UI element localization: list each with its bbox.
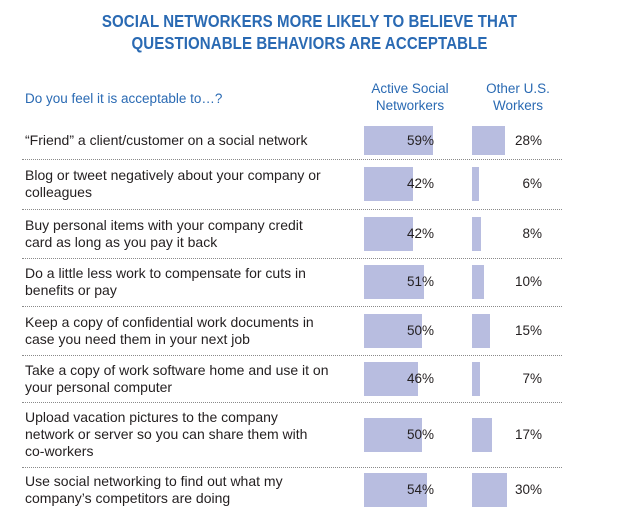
series-header-other-us-workers: Other U.S. Workers	[486, 81, 550, 113]
data-label-other-us-workers: 10%	[514, 274, 542, 289]
category-label-line: benefits or pay	[25, 282, 117, 298]
bar-other-us-workers	[472, 217, 481, 251]
category-label: “Friend” a client/customer on a social n…	[25, 132, 355, 149]
question-header: Do you feel it is acceptable to…?	[25, 91, 223, 106]
series-header-active-social-networkers: Active Social Networkers	[371, 81, 449, 113]
bar-other-us-workers	[472, 473, 507, 507]
data-label-other-us-workers: 30%	[514, 482, 542, 497]
row-separator	[22, 306, 562, 307]
bar-other-us-workers	[472, 418, 492, 452]
bar-other-us-workers	[472, 126, 505, 155]
row-separator	[22, 159, 562, 160]
data-label-other-us-workers: 6%	[522, 176, 542, 191]
bar-active-social-networkers	[364, 126, 433, 155]
category-label-line: colleagues	[25, 184, 92, 200]
bar-active-social-networkers	[364, 362, 418, 396]
category-label-line: Do a little less work to compensate for …	[25, 265, 306, 281]
category-label-line: network or server so you can share them …	[25, 426, 308, 442]
row-separator	[22, 402, 562, 403]
data-label-other-us-workers: 15%	[514, 323, 542, 338]
category-label: Keep a copy of confidential work documen…	[25, 314, 355, 348]
bar-active-social-networkers	[364, 314, 422, 348]
data-label-active-social-networkers: 54%	[406, 482, 434, 497]
category-label-line: Keep a copy of confidential work documen…	[25, 314, 314, 330]
chart-title: SOCIAL NETWORKERS MORE LIKELY TO BELIEVE…	[101, 11, 518, 53]
category-label-line: Take a copy of work software home and us…	[25, 362, 329, 378]
row-separator	[22, 258, 562, 259]
row-separator	[22, 467, 562, 468]
category-label-line: Buy personal items with your company cre…	[25, 217, 303, 233]
category-label: Do a little less work to compensate for …	[25, 265, 355, 299]
category-label-line: company’s competitors are doing	[25, 490, 231, 506]
data-label-active-social-networkers: 42%	[406, 226, 434, 241]
category-label: Buy personal items with your company cre…	[25, 217, 355, 251]
row-separator	[22, 209, 562, 210]
bar-other-us-workers	[472, 167, 479, 201]
data-label-other-us-workers: 7%	[522, 371, 542, 386]
category-label-line: Upload vacation pictures to the company	[25, 409, 278, 425]
data-label-active-social-networkers: 42%	[406, 176, 434, 191]
category-label-line: co-workers	[25, 443, 94, 459]
row-separator	[22, 355, 562, 356]
bar-active-social-networkers	[364, 473, 427, 507]
category-label-line: “Friend” a client/customer on a social n…	[25, 132, 308, 148]
data-label-other-us-workers: 8%	[522, 226, 542, 241]
bar-other-us-workers	[472, 362, 480, 396]
bar-other-us-workers	[472, 265, 484, 299]
data-label-other-us-workers: 28%	[514, 133, 542, 148]
data-label-active-social-networkers: 51%	[406, 274, 434, 289]
data-label-active-social-networkers: 50%	[406, 427, 434, 442]
category-label-line: case you need them in your next job	[25, 331, 250, 347]
category-label: Blog or tweet negatively about your comp…	[25, 167, 355, 201]
bar-active-social-networkers	[364, 217, 413, 251]
bar-active-social-networkers	[364, 167, 413, 201]
category-label-line: Blog or tweet negatively about your comp…	[25, 167, 321, 183]
category-label-line: Use social networking to find out what m…	[25, 473, 283, 489]
data-label-active-social-networkers: 46%	[406, 371, 434, 386]
data-label-active-social-networkers: 50%	[406, 323, 434, 338]
category-label: Take a copy of work software home and us…	[25, 362, 355, 396]
category-label-line: card as long as you pay it back	[25, 234, 218, 250]
bar-other-us-workers	[472, 314, 490, 348]
data-label-other-us-workers: 17%	[514, 427, 542, 442]
bar-active-social-networkers	[364, 418, 422, 452]
data-label-active-social-networkers: 59%	[406, 133, 434, 148]
category-label: Use social networking to find out what m…	[25, 473, 355, 507]
bar-active-social-networkers	[364, 265, 424, 299]
category-label: Upload vacation pictures to the company n…	[25, 409, 355, 460]
category-label-line: your personal computer	[25, 379, 173, 395]
